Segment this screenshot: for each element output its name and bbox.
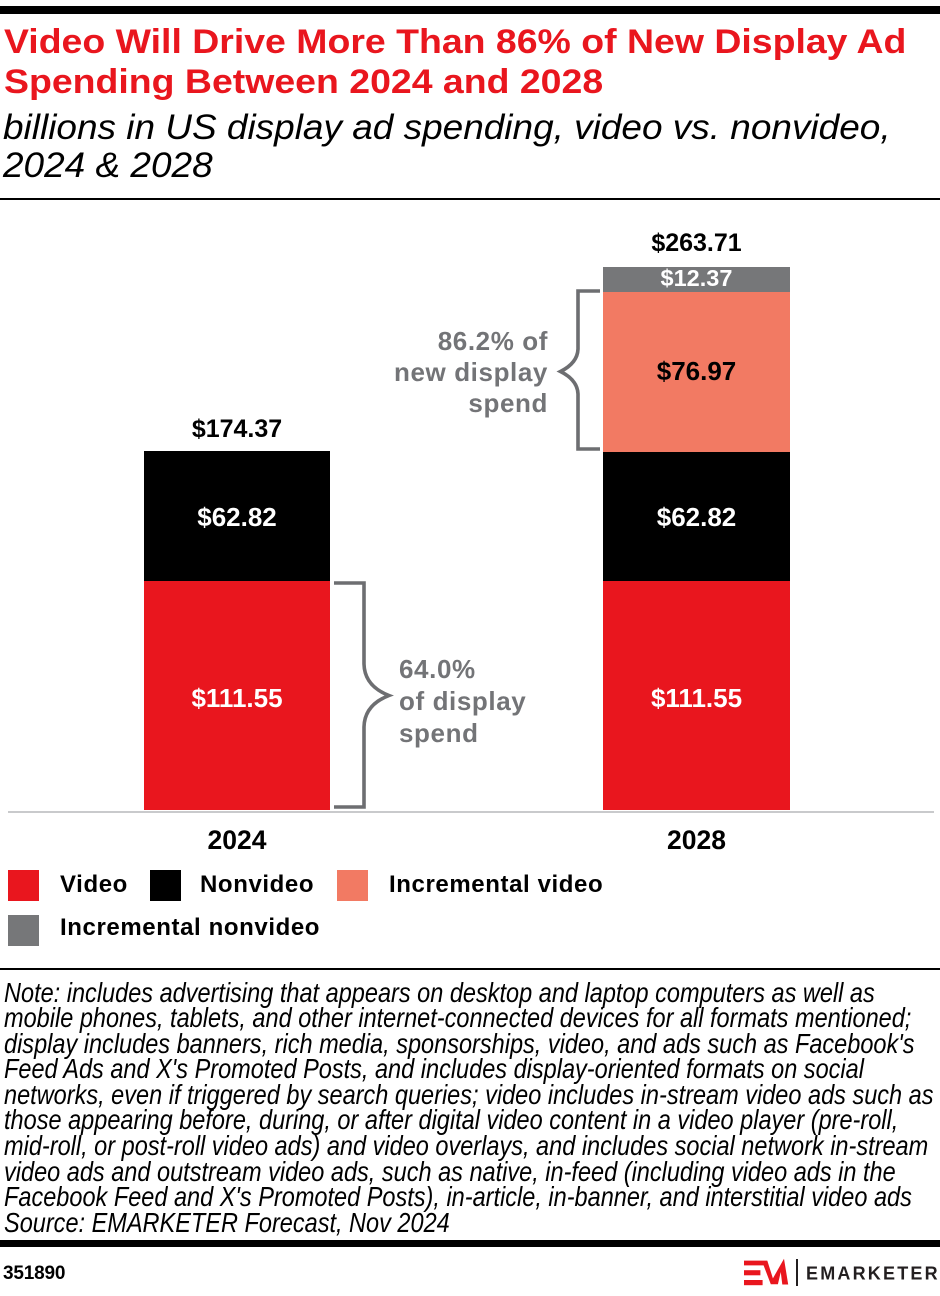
svg-text:EMARKETER: EMARKETER (806, 1264, 940, 1284)
